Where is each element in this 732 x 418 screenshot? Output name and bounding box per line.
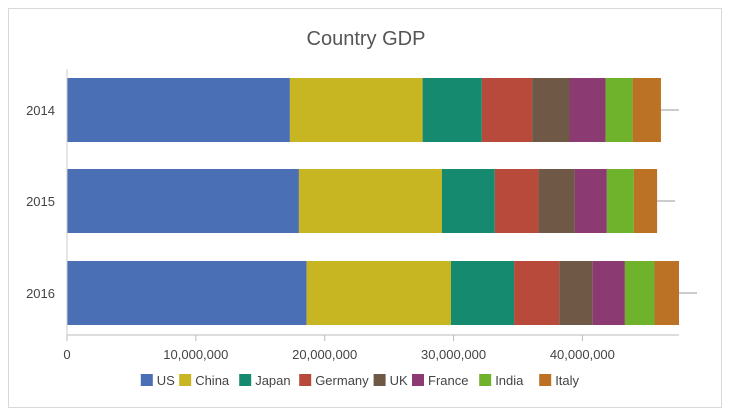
bar-germany-2016[interactable] bbox=[514, 261, 560, 325]
y-axis: 2014 2015 2016 bbox=[26, 69, 68, 335]
legend-label: India bbox=[495, 373, 524, 388]
legend-swatch bbox=[179, 374, 192, 386]
legend-label: UK bbox=[390, 373, 408, 388]
legend-swatch bbox=[539, 374, 552, 386]
bar-germany-2015[interactable] bbox=[494, 169, 539, 233]
legend: US China Japan Germany UK France India Italy bbox=[140, 373, 580, 388]
bar-india-2016[interactable] bbox=[624, 261, 655, 325]
legend-item-uk[interactable]: UK bbox=[373, 373, 408, 388]
legend-swatch bbox=[140, 374, 153, 386]
bar-china-2015[interactable] bbox=[298, 169, 442, 233]
bar-china-2016[interactable] bbox=[306, 261, 451, 325]
legend-label: Japan bbox=[255, 373, 290, 388]
bar-france-2015[interactable] bbox=[574, 169, 607, 233]
bar-uk-2016[interactable] bbox=[559, 261, 593, 325]
legend-item-us[interactable]: US bbox=[140, 373, 175, 388]
bar-india-2015[interactable] bbox=[606, 169, 634, 233]
legend-label: US bbox=[157, 373, 175, 388]
legend-label: Germany bbox=[315, 373, 369, 388]
bar-us-2015[interactable] bbox=[67, 169, 299, 233]
bar-china-2014[interactable] bbox=[289, 78, 423, 142]
country-gdp-chart: Country GDP 0 10,000,000 20,000,000 30,000,… bbox=[26, 28, 697, 388]
bar-us-2014[interactable] bbox=[67, 78, 290, 142]
bar-japan-2014[interactable] bbox=[422, 78, 482, 142]
legend-swatch bbox=[373, 374, 386, 386]
chart-frame: Country GDP 0 10,000,000 20,000,000 30,000,… bbox=[8, 8, 722, 408]
bar-italy-2014[interactable] bbox=[632, 78, 661, 142]
bar-france-2016[interactable] bbox=[592, 261, 625, 325]
bar-germany-2014[interactable] bbox=[481, 78, 533, 142]
bar-japan-2015[interactable] bbox=[441, 169, 495, 233]
bar-italy-2015[interactable] bbox=[633, 169, 658, 233]
legend-label: France bbox=[428, 373, 468, 388]
legend-item-china[interactable]: China bbox=[179, 373, 230, 388]
bar-uk-2015[interactable] bbox=[538, 169, 575, 233]
bar-france-2014[interactable] bbox=[569, 78, 606, 142]
legend-swatch bbox=[239, 374, 252, 386]
legend-label: China bbox=[195, 373, 230, 388]
legend-item-germany[interactable]: Germany bbox=[299, 373, 369, 388]
chart-title: Country GDP bbox=[307, 28, 426, 50]
bar-uk-2014[interactable] bbox=[532, 78, 570, 142]
x-tick-label: 40,000,000 bbox=[550, 347, 615, 362]
legend-item-italy[interactable]: Italy bbox=[539, 373, 580, 388]
legend-item-japan[interactable]: Japan bbox=[239, 373, 291, 388]
x-tick-label: 0 bbox=[63, 347, 70, 362]
legend-swatch bbox=[479, 374, 492, 386]
bar-japan-2016[interactable] bbox=[450, 261, 515, 325]
x-tick-label: 30,000,000 bbox=[421, 347, 486, 362]
y-tick-label: 2014 bbox=[26, 103, 55, 118]
x-axis: 0 10,000,000 20,000,000 30,000,000 40,000,00… bbox=[63, 334, 679, 362]
y-tick-label: 2016 bbox=[26, 286, 55, 301]
bar-italy-2016[interactable] bbox=[654, 261, 679, 325]
legend-swatch bbox=[299, 374, 312, 386]
legend-item-france[interactable]: France bbox=[412, 373, 468, 388]
y-tick-label: 2015 bbox=[26, 194, 55, 209]
x-tick-label: 20,000,000 bbox=[292, 347, 357, 362]
bar-us-2016[interactable] bbox=[67, 261, 307, 325]
bars-layer bbox=[67, 78, 697, 325]
legend-swatch bbox=[412, 374, 424, 386]
legend-item-india[interactable]: India bbox=[479, 373, 524, 388]
bar-india-2014[interactable] bbox=[605, 78, 633, 142]
x-tick-label: 10,000,000 bbox=[163, 347, 228, 362]
legend-label: Italy bbox=[555, 373, 579, 388]
